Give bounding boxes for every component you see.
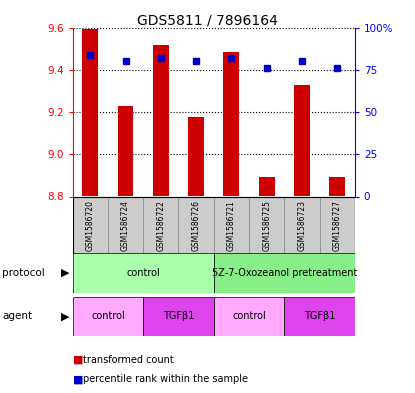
Bar xyxy=(153,46,169,196)
Text: TGFβ1: TGFβ1 xyxy=(163,311,194,321)
Text: ▶: ▶ xyxy=(61,311,70,321)
Bar xyxy=(73,253,214,293)
Text: protocol: protocol xyxy=(2,268,45,278)
Text: ■: ■ xyxy=(73,354,83,365)
Text: ■: ■ xyxy=(73,374,83,384)
Text: GSM1586724: GSM1586724 xyxy=(121,200,130,252)
Bar xyxy=(143,196,178,255)
Bar xyxy=(73,196,108,255)
Bar xyxy=(223,52,239,196)
Bar xyxy=(188,117,204,196)
Bar xyxy=(294,84,310,196)
Bar xyxy=(320,196,355,255)
Text: agent: agent xyxy=(2,311,32,321)
Text: transformed count: transformed count xyxy=(83,354,174,365)
Text: GSM1586727: GSM1586727 xyxy=(333,200,342,252)
Text: control: control xyxy=(126,268,160,278)
Bar xyxy=(214,253,355,293)
Bar xyxy=(284,196,320,255)
Bar xyxy=(249,196,284,255)
Text: GSM1586723: GSM1586723 xyxy=(298,200,306,252)
Bar xyxy=(259,178,275,196)
Bar xyxy=(108,196,143,255)
Text: GSM1586726: GSM1586726 xyxy=(192,200,200,252)
Text: percentile rank within the sample: percentile rank within the sample xyxy=(83,374,248,384)
Bar xyxy=(143,297,214,336)
Text: GSM1586721: GSM1586721 xyxy=(227,200,236,252)
Bar xyxy=(73,297,143,336)
Text: GSM1586725: GSM1586725 xyxy=(262,200,271,252)
Text: ▶: ▶ xyxy=(61,268,70,278)
Text: control: control xyxy=(232,311,266,321)
Text: GSM1586722: GSM1586722 xyxy=(156,200,165,252)
Bar xyxy=(82,29,98,196)
Text: GDS5811 / 7896164: GDS5811 / 7896164 xyxy=(137,14,278,28)
Bar xyxy=(178,196,214,255)
Text: control: control xyxy=(91,311,125,321)
Text: TGFβ1: TGFβ1 xyxy=(304,311,335,321)
Bar xyxy=(284,297,355,336)
Bar xyxy=(329,178,345,196)
Bar xyxy=(214,196,249,255)
Text: GSM1586720: GSM1586720 xyxy=(86,200,95,252)
Text: 5Z-7-Oxozeanol pretreatment: 5Z-7-Oxozeanol pretreatment xyxy=(212,268,357,278)
Bar xyxy=(117,106,134,196)
Bar xyxy=(214,297,284,336)
